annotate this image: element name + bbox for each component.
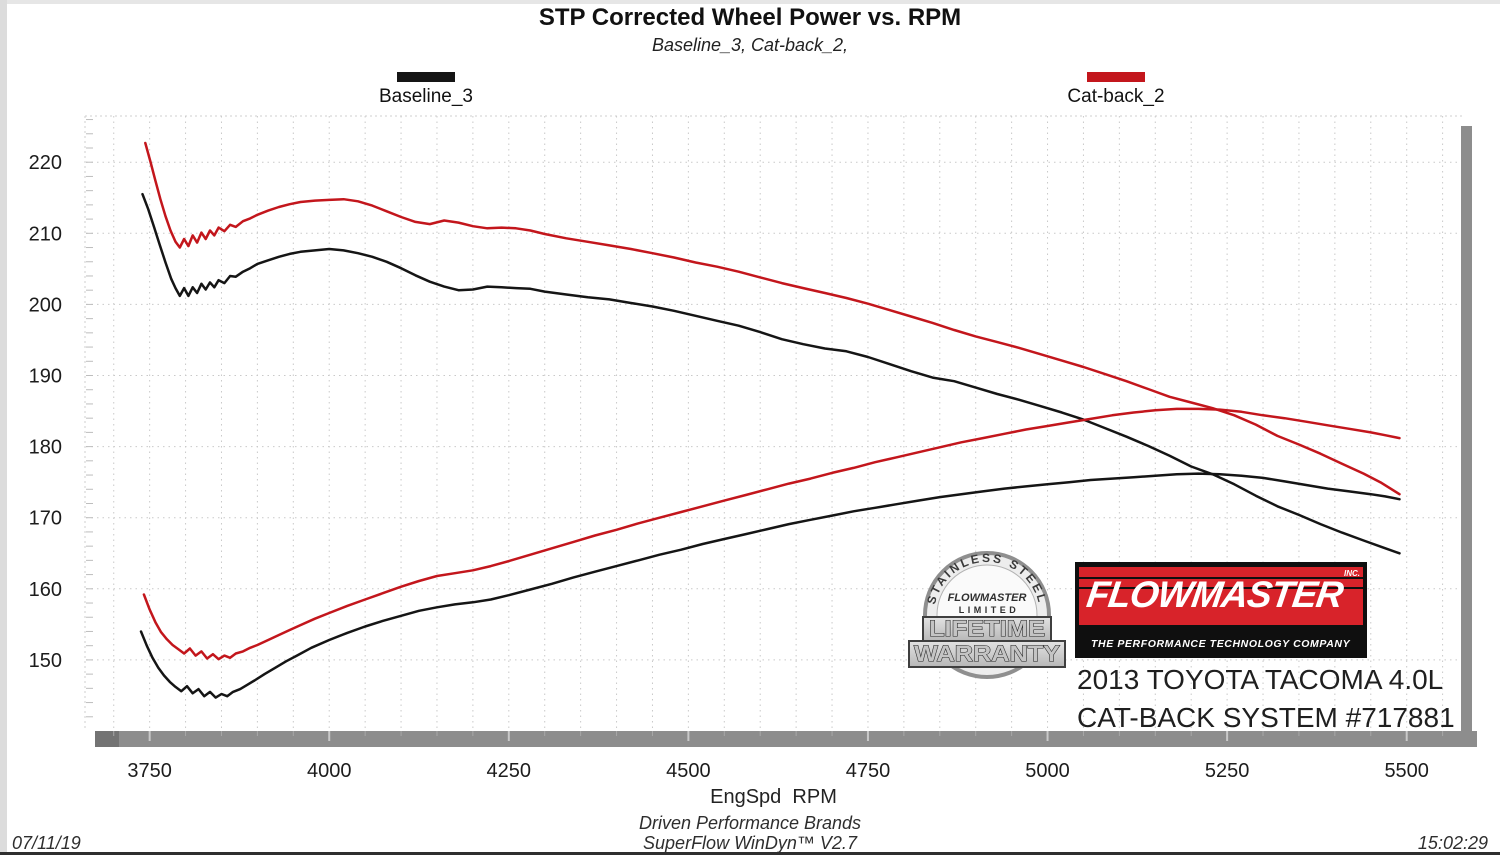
flowmaster-red-band: FLOWMASTER INC.	[1079, 567, 1363, 625]
y-axis-label: 200	[29, 294, 62, 316]
x-axis-label: 4000	[307, 760, 352, 782]
series-baseline-upper	[141, 192, 1401, 555]
y-minor-ticks	[86, 119, 93, 718]
x-axis-label: 3750	[127, 760, 172, 782]
baseline-color-swatch	[397, 72, 455, 82]
badge-warranty: WARRANTY	[914, 641, 1060, 666]
x-axis-label: 4250	[487, 760, 532, 782]
series-catback-lower	[142, 407, 1401, 661]
y-axis-label: 150	[29, 650, 62, 672]
y-axis-label: 190	[29, 366, 62, 388]
series-baseline-lower	[139, 472, 1401, 699]
y-axis-bar	[1461, 126, 1472, 747]
y-axis-label: 180	[29, 437, 62, 459]
page-title: STP Corrected Wheel Power vs. RPM	[538, 4, 962, 31]
brand-line: Driven Performance Brands	[638, 813, 862, 833]
y-axis-label: 220	[29, 152, 62, 174]
legend-catback: Cat-back_2	[1036, 72, 1196, 108]
x-axis-bar-cap	[95, 731, 119, 747]
scan-edge-left	[0, 0, 7, 852]
x-axis-title: EngSpd RPM	[710, 786, 837, 808]
x-axis-label: 4750	[846, 760, 891, 782]
page-subtitle: Baseline_3, Cat-back_2,	[651, 35, 849, 55]
vehicle-line-1: 2013 TOYOTA TACOMA 4.0L	[1077, 664, 1444, 695]
x-ticks	[113, 731, 1444, 741]
warranty-badge: STAINLESS STEEL FLOWMASTER LIMITED LIFET…	[908, 551, 1066, 679]
badge-lifetime: LIFETIME	[929, 616, 1045, 641]
legend-baseline-label: Baseline_3	[378, 86, 474, 107]
x-axis-label: 5250	[1205, 760, 1250, 782]
series-catback-upper	[144, 141, 1401, 496]
y-axis-label: 210	[29, 223, 62, 245]
flowmaster-wordmark: FLOWMASTER	[1084, 574, 1346, 615]
badge-brand: FLOWMASTER	[948, 592, 1027, 604]
catback-color-swatch	[1087, 72, 1145, 82]
scan-edge-top	[0, 0, 1500, 4]
x-axis-label: 5000	[1025, 760, 1070, 782]
bottom-rule	[0, 852, 1500, 855]
flowmaster-logo: FLOWMASTER INC. THE PERFORMANCE TECHNOLO…	[1075, 562, 1367, 658]
x-axis-label: 4500	[666, 760, 711, 782]
y-axis-label: 170	[29, 508, 62, 530]
y-axis-label: 160	[29, 579, 62, 601]
badge-limited: LIMITED	[959, 605, 1020, 615]
x-axis-bar	[95, 731, 1477, 747]
vehicle-info: 2013 TOYOTA TACOMA 4.0L CAT-BACK SYSTEM …	[1077, 661, 1455, 737]
legend-catback-label: Cat-back_2	[1067, 86, 1165, 107]
software-version: SuperFlow WinDyn™ V2.7	[643, 833, 857, 853]
x-axis-label: 5500	[1384, 760, 1429, 782]
date-stamp: 07/11/19	[12, 833, 81, 853]
flowmaster-inc: INC.	[1344, 569, 1360, 578]
legend-baseline: Baseline_3	[346, 72, 506, 108]
flowmaster-tagline: THE PERFORMANCE TECHNOLOGY COMPANY	[1091, 638, 1351, 650]
vehicle-line-2: CAT-BACK SYSTEM #717881	[1077, 702, 1455, 733]
time-stamp: 15:02:29	[1417, 833, 1488, 853]
